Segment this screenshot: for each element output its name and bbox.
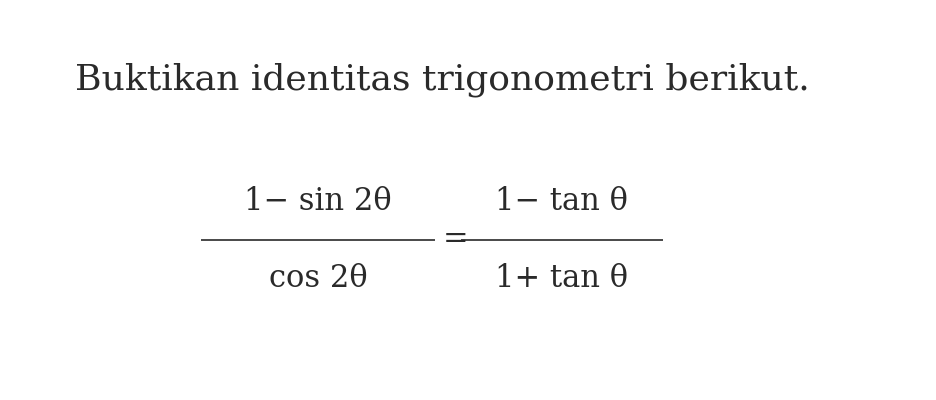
Text: 1− tan θ: 1− tan θ xyxy=(495,186,628,217)
Text: 1+ tan θ: 1+ tan θ xyxy=(495,263,628,294)
Text: cos 2θ: cos 2θ xyxy=(269,263,368,294)
Text: 1− sin 2θ: 1− sin 2θ xyxy=(244,186,392,217)
Text: =: = xyxy=(443,224,469,256)
Text: Buktikan identitas trigonometri berikut.: Buktikan identitas trigonometri berikut. xyxy=(75,63,810,97)
